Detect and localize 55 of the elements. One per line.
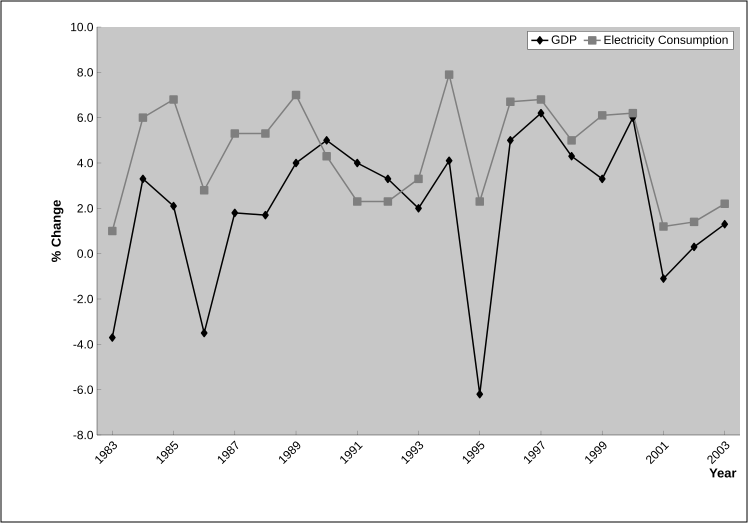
- point: [476, 390, 484, 398]
- point: [659, 222, 668, 231]
- point: [323, 136, 330, 145]
- y-tick-label: 0.0: [77, 249, 94, 258]
- point: [690, 218, 698, 226]
- point: [475, 197, 484, 206]
- point: [721, 220, 728, 228]
- y-tick-label: 6.0: [77, 113, 94, 122]
- point: [536, 95, 546, 104]
- y-tick-label: -2.0: [73, 294, 94, 304]
- x-axis-title: Year: [709, 468, 736, 478]
- point: [598, 174, 606, 184]
- point: [660, 274, 667, 283]
- y-tick-label: 4.0: [77, 158, 94, 168]
- point: [108, 333, 116, 342]
- point: [506, 98, 515, 106]
- point: [690, 242, 698, 252]
- point: [262, 210, 269, 220]
- point: [628, 108, 638, 118]
- y-tick-label: 8.0: [77, 68, 94, 77]
- point: [720, 200, 729, 208]
- point: [444, 70, 454, 79]
- point: [384, 174, 392, 184]
- point: [138, 113, 148, 122]
- point: [322, 152, 331, 160]
- point: [538, 108, 544, 118]
- y-axis-title: % Change: [51, 200, 64, 262]
- y-tick-label: -4.0: [73, 340, 94, 349]
- point: [292, 158, 300, 168]
- point: [200, 186, 208, 194]
- point: [506, 136, 514, 145]
- point: [568, 152, 575, 160]
- point: [567, 136, 576, 145]
- point: [230, 129, 240, 138]
- y-tick-label: 2.0: [77, 204, 94, 213]
- point: [231, 208, 238, 218]
- point: [108, 226, 117, 236]
- y-tick-label: 10.0: [71, 22, 94, 32]
- point: [200, 328, 208, 338]
- point: [415, 204, 422, 213]
- point: [170, 202, 177, 210]
- legend-label: Electricity Consumption: [604, 35, 728, 46]
- point: [598, 111, 606, 120]
- y-tick-label: -6.0: [73, 385, 94, 394]
- legend-label: GDP: [552, 35, 576, 44]
- point: [446, 156, 452, 165]
- point: [261, 129, 270, 138]
- point: [353, 197, 362, 206]
- point: [169, 95, 178, 104]
- point: [414, 174, 423, 184]
- point: [384, 197, 392, 206]
- point: [354, 158, 361, 168]
- point: [140, 174, 146, 184]
- y-tick-label: -8.0: [73, 430, 94, 440]
- point: [292, 90, 300, 100]
